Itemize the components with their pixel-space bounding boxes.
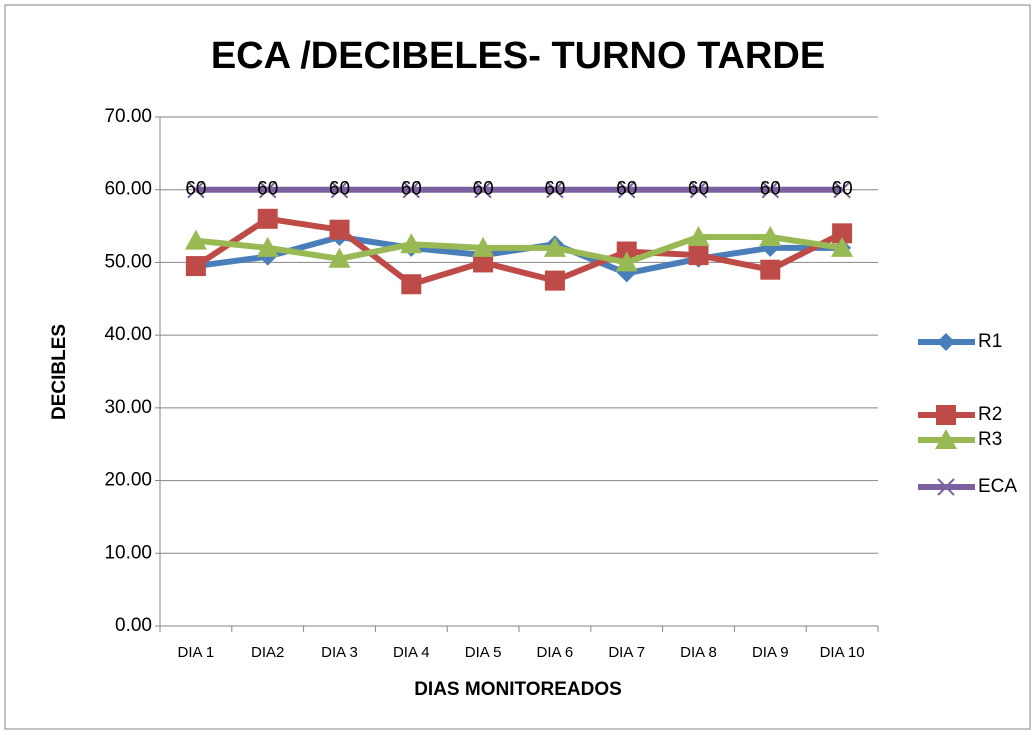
y-tick-label: 10.00 [104, 542, 152, 563]
point-marker [402, 181, 421, 199]
legend-label: R3 [978, 429, 1002, 450]
point-marker [256, 236, 279, 257]
point-marker [615, 251, 638, 272]
legend-marker [937, 478, 955, 496]
data-label: 60 [329, 179, 350, 200]
point-marker [330, 181, 349, 199]
data-label: 60 [185, 179, 206, 200]
y-tick-label: 40.00 [104, 324, 152, 345]
point-marker [474, 181, 492, 199]
point-marker [543, 236, 566, 257]
point-marker [472, 236, 495, 257]
chart-title: ECA /DECIBELES- TURNO TARDE [211, 35, 825, 77]
data-label: 60 [257, 179, 278, 200]
point-marker [688, 245, 709, 266]
x-tick-label: DIA 5 [465, 644, 502, 661]
point-marker [687, 225, 710, 246]
series-line [194, 215, 844, 288]
y-tick-label: 30.00 [104, 397, 152, 418]
x-tick-label: DIA 6 [537, 644, 574, 661]
point-marker [257, 208, 278, 229]
legend-label: R1 [978, 331, 1002, 352]
point-marker [544, 270, 565, 291]
legend-marker [935, 429, 957, 449]
y-tick-label: 70.00 [104, 106, 152, 127]
y-tick-label: 20.00 [104, 470, 152, 491]
point-marker [760, 259, 781, 280]
point-marker [401, 274, 422, 295]
y-tick-label: 50.00 [104, 251, 152, 272]
legend-label: R2 [978, 404, 1002, 425]
data-label: 60 [616, 179, 637, 200]
point-marker [258, 181, 277, 199]
y-tick-label: 0.00 [115, 615, 152, 636]
x-tick-label: DIA 4 [393, 644, 430, 661]
point-marker [546, 181, 564, 199]
point-marker [831, 236, 854, 257]
point-marker [187, 181, 205, 199]
x-tick-label: DIA 7 [608, 644, 645, 661]
x-tick-label: DIA 3 [321, 644, 358, 661]
x-tick-label: DIA 1 [178, 644, 215, 661]
series-line [195, 233, 843, 266]
point-marker [473, 252, 494, 273]
x-axis-label: DIAS MONITOREADOS [414, 679, 622, 700]
legend-marker [936, 405, 956, 425]
point-marker [761, 181, 780, 199]
point-marker [759, 225, 782, 246]
x-tick-label: DIA 9 [752, 644, 789, 661]
data-label: 60 [401, 179, 422, 200]
x-tick-label: DIA2 [251, 644, 284, 661]
point-marker [329, 219, 350, 240]
legend-marker [937, 333, 955, 351]
point-marker [400, 233, 423, 254]
point-marker [689, 181, 708, 199]
point-marker [184, 229, 207, 250]
x-tick-label: DIA 10 [820, 644, 865, 661]
point-marker [328, 247, 351, 268]
legend-label: ECA [978, 476, 1017, 497]
point-marker [617, 181, 636, 199]
data-label: 60 [760, 179, 781, 200]
point-marker [832, 223, 853, 244]
chart-border [4, 4, 1031, 730]
y-tick-label: 60.00 [104, 179, 152, 200]
data-label: 60 [688, 179, 709, 200]
data-label: 60 [473, 179, 494, 200]
y-axis-label: DECIBLES [49, 324, 70, 420]
x-tick-label: DIA 8 [680, 644, 717, 661]
point-marker [833, 181, 851, 199]
data-label: 60 [544, 179, 565, 200]
point-marker [185, 256, 206, 277]
data-label: 60 [832, 179, 853, 200]
